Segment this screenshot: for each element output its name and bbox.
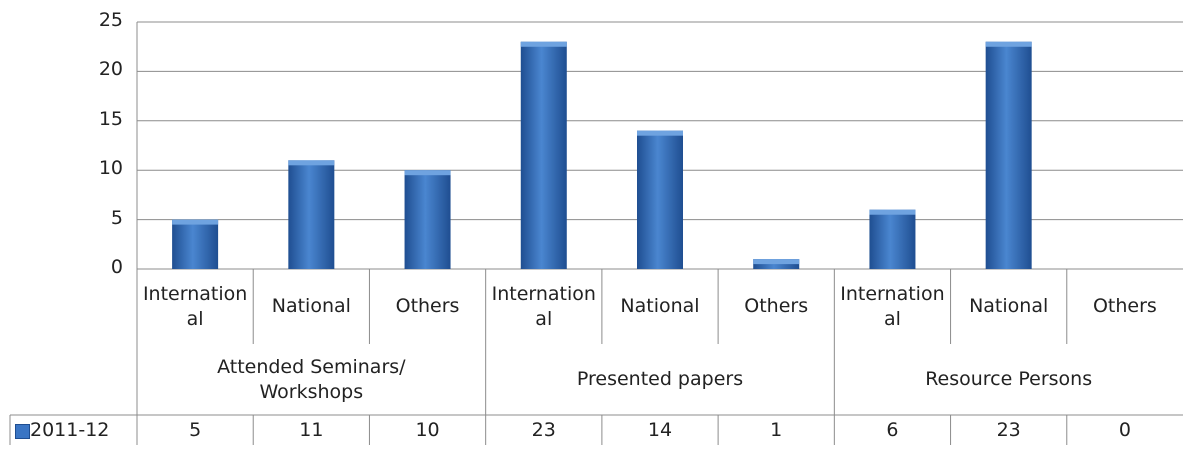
bar (869, 209, 916, 269)
category-label: International (840, 282, 945, 330)
table-value: 5 (189, 419, 202, 441)
bar-top (637, 130, 683, 136)
bar-top (985, 41, 1032, 47)
category-label: International (491, 282, 596, 330)
y-tick-label: 20 (98, 58, 123, 81)
bar-top (753, 259, 800, 265)
category-label: Others (744, 295, 809, 317)
bar (288, 160, 335, 269)
category-label: Others (1092, 295, 1157, 317)
category-label: National (620, 295, 700, 317)
category-label: National (969, 295, 1049, 317)
table-value: 0 (1118, 419, 1131, 441)
series-name: 2011-12 (30, 419, 110, 441)
bar-top (520, 41, 567, 47)
category-label: International (142, 282, 248, 330)
y-tick-label: 10 (98, 157, 123, 180)
group-label: Attended Seminars/ Workshops (217, 355, 406, 403)
table-value: 23 (531, 419, 556, 441)
bar (985, 41, 1032, 270)
group-label: Presented papers (576, 368, 744, 390)
category-label: Others (395, 295, 460, 317)
bar-top (172, 219, 219, 225)
y-tick-label: 5 (110, 206, 123, 229)
bar (520, 41, 567, 270)
y-tick-label: 15 (98, 107, 123, 130)
table-value: 23 (996, 419, 1021, 441)
group-label: Resource Persons (925, 368, 1093, 390)
bar-top (288, 160, 335, 166)
table-value: 11 (299, 419, 324, 441)
bar-top (869, 209, 916, 215)
bar (404, 170, 451, 269)
legend-key (15, 424, 30, 439)
table-value: 1 (770, 419, 783, 441)
y-tick-label: 0 (110, 256, 123, 278)
table-value: 6 (886, 419, 899, 441)
category-label: National (271, 295, 351, 317)
table-value: 14 (647, 419, 673, 441)
bar (637, 130, 683, 269)
bar (172, 219, 219, 269)
bar-top (404, 170, 451, 176)
y-tick-label: 25 (98, 9, 123, 31)
table-value: 10 (415, 419, 440, 441)
